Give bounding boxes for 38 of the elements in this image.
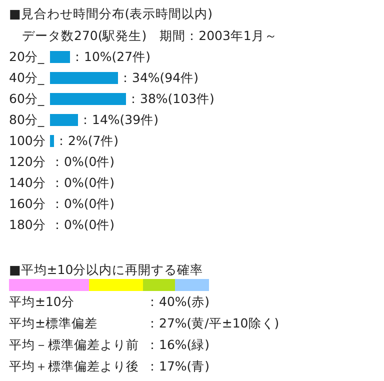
category: 100分 bbox=[9, 133, 46, 148]
bar bbox=[50, 72, 118, 84]
annotation: ：40%(赤) bbox=[146, 294, 210, 309]
title: ■平均±10分以内に再開する確率 bbox=[9, 262, 204, 277]
value-label: ：2%(7件) bbox=[55, 133, 119, 148]
annotation: 平均－標準偏差より前 bbox=[9, 337, 139, 352]
annotation: ：17%(青) bbox=[146, 358, 210, 374]
category: 180分 bbox=[9, 217, 46, 232]
bar bbox=[50, 114, 78, 126]
bar bbox=[9, 279, 89, 291]
category: 40分_ bbox=[9, 70, 44, 85]
bar bbox=[50, 51, 70, 63]
value-label: ：10%(27件) bbox=[71, 49, 150, 64]
value-label: ：0%(0件) bbox=[51, 196, 115, 211]
bar bbox=[50, 93, 126, 105]
value-label: ：38%(103件) bbox=[127, 91, 214, 106]
bar bbox=[175, 279, 209, 291]
value-label: ：14%(39件) bbox=[79, 112, 158, 127]
category: 160分 bbox=[9, 196, 46, 211]
title: ■見合わせ時間分布(表示時間以内) bbox=[9, 6, 213, 21]
category: 140分 bbox=[9, 175, 46, 190]
category: 80分_ bbox=[9, 112, 44, 127]
annotation: ：27%(黄/平±10除く) bbox=[146, 316, 280, 330]
category: 120分 bbox=[9, 154, 46, 169]
bar bbox=[89, 279, 143, 291]
annotation: 平均＋標準偏差より後 bbox=[9, 358, 139, 374]
value-label: ：0%(0件) bbox=[51, 175, 115, 190]
value-label: ：0%(0件) bbox=[51, 217, 115, 232]
bar bbox=[143, 279, 175, 291]
category: 60分_ bbox=[9, 91, 44, 106]
annotation: 平均±標準偏差 bbox=[9, 316, 98, 330]
subtitle: データ数270(駅発生) 期間：2003年1月～ bbox=[22, 28, 278, 43]
value-label: ：34%(94件) bbox=[119, 70, 198, 85]
category: 20分_ bbox=[9, 49, 44, 64]
bar bbox=[50, 135, 54, 147]
value-label: ：0%(0件) bbox=[51, 154, 115, 169]
annotation: ：16%(緑) bbox=[146, 337, 210, 352]
annotation: 平均±10分 bbox=[9, 294, 74, 309]
